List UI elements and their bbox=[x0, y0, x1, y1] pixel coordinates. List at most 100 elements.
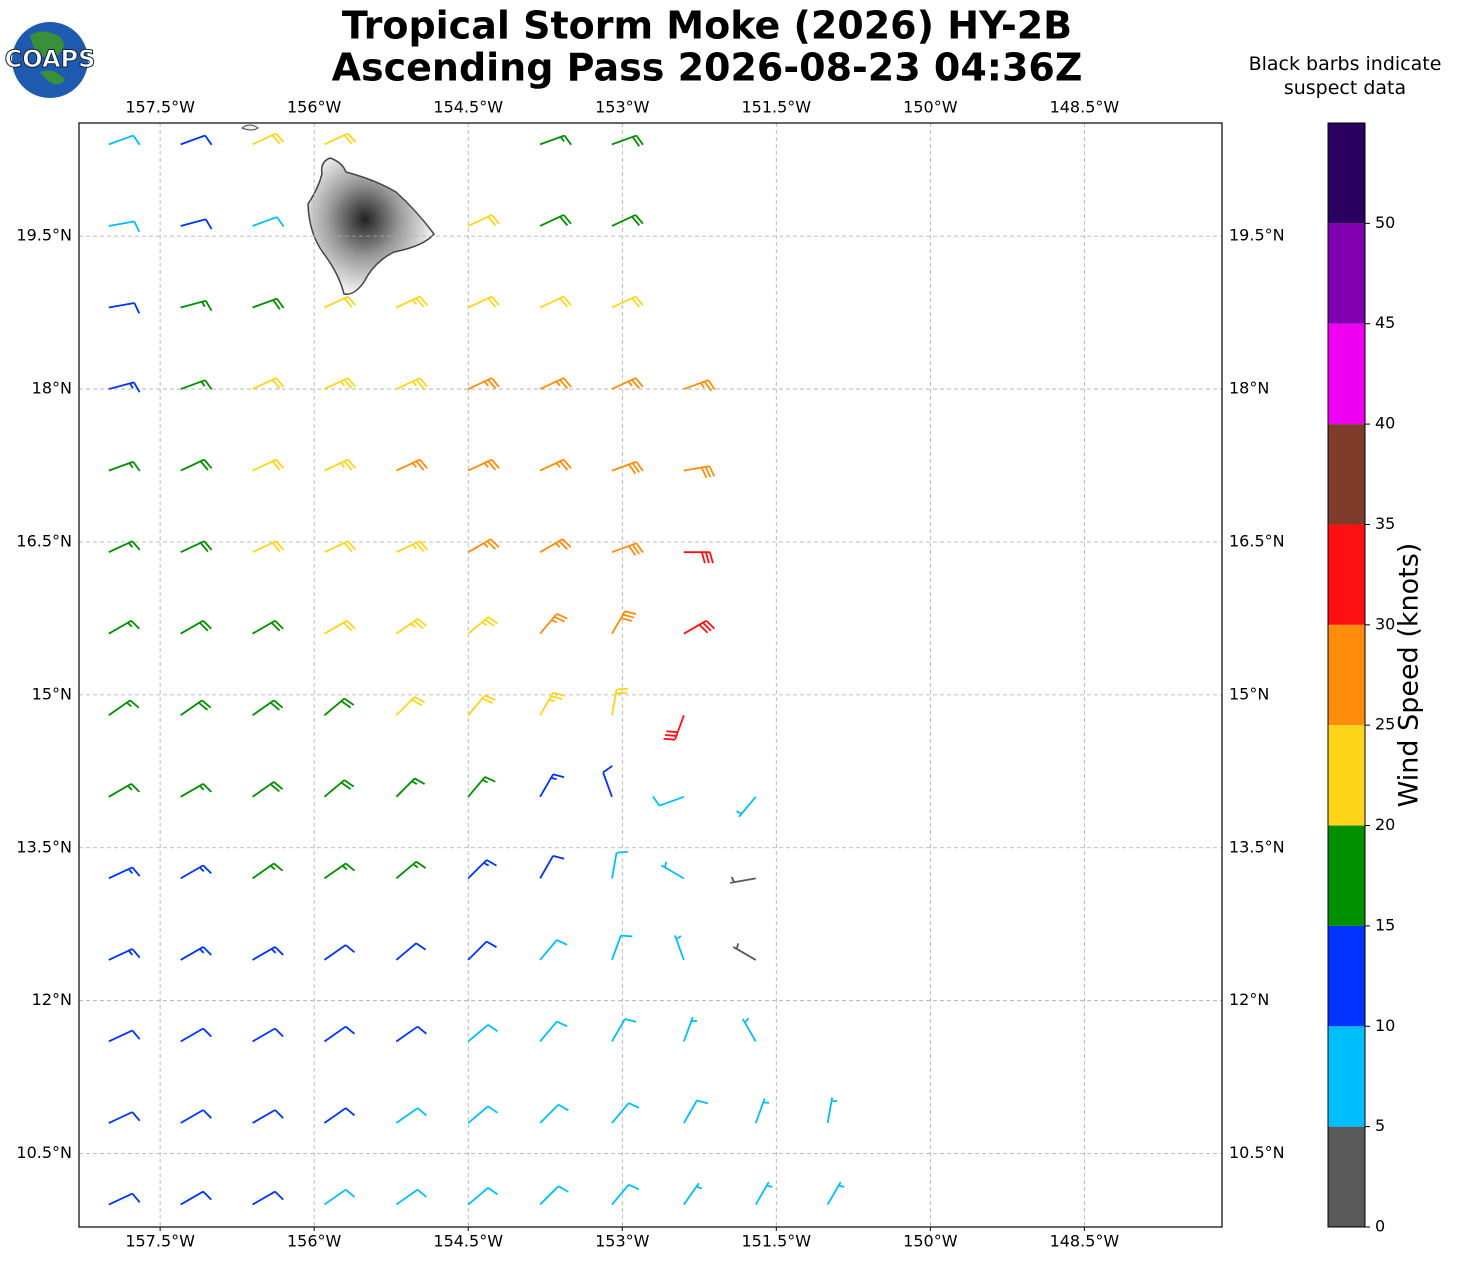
wind-barb bbox=[108, 1111, 141, 1124]
colorbar-segment bbox=[1328, 925, 1365, 1027]
colorbar-tick-label: 30 bbox=[1375, 614, 1395, 633]
wind-barb bbox=[180, 619, 212, 635]
wind-barb bbox=[683, 1182, 703, 1206]
wind-barb bbox=[467, 214, 500, 227]
wind-barb bbox=[180, 1027, 212, 1043]
y-tick-label: 10.5°N bbox=[16, 1143, 72, 1162]
wind-barb bbox=[467, 377, 500, 390]
x-tick-label: 150°W bbox=[903, 1232, 958, 1251]
wind-barb bbox=[395, 1188, 427, 1206]
wind-barb bbox=[252, 1109, 284, 1124]
wind-barb bbox=[323, 697, 355, 716]
wind-barb bbox=[180, 458, 213, 472]
wind-barb bbox=[674, 935, 685, 961]
wind-barb bbox=[754, 1098, 770, 1124]
wind-barb bbox=[395, 696, 426, 716]
wind-barb bbox=[611, 295, 644, 309]
wind-barb bbox=[611, 1183, 640, 1206]
note-box: Black barbs indicate suspect data bbox=[1249, 53, 1442, 99]
wind-barb bbox=[180, 864, 212, 880]
x-tick-label: 157.5°W bbox=[125, 1232, 195, 1251]
wind-barb bbox=[539, 691, 565, 716]
wind-barb bbox=[539, 612, 568, 635]
wind-barb bbox=[467, 1187, 499, 1206]
wind-barb bbox=[323, 944, 356, 961]
wind-barb bbox=[324, 458, 357, 472]
x-tick-label: 153°W bbox=[595, 1232, 650, 1251]
wind-barb bbox=[252, 619, 284, 635]
y-tick-label: 19.5°N bbox=[16, 226, 72, 245]
logo-text: COAPS bbox=[5, 45, 96, 73]
wind-barb bbox=[467, 538, 500, 553]
wind-barb bbox=[395, 1025, 427, 1043]
wind-barb bbox=[108, 134, 141, 146]
wind-barb bbox=[467, 694, 496, 716]
colorbar-segment bbox=[1328, 524, 1365, 625]
y-tick-label: 10.5°N bbox=[1229, 1143, 1285, 1162]
wind-barb bbox=[252, 540, 285, 553]
wind-barb bbox=[395, 295, 428, 309]
x-tick-label: 154.5°W bbox=[433, 1232, 503, 1251]
x-tick-label: 151.5°W bbox=[741, 98, 811, 117]
x-tick-label: 157.5°W bbox=[125, 98, 195, 117]
y-tick-label: 13.5°N bbox=[1229, 837, 1285, 856]
wind-barb bbox=[180, 1109, 212, 1124]
wind-barb bbox=[108, 460, 141, 472]
wind-barb bbox=[395, 777, 426, 798]
wind-barb bbox=[252, 216, 285, 227]
wind-barb bbox=[395, 942, 427, 961]
wind-barb bbox=[180, 1190, 212, 1206]
wind-barb bbox=[252, 132, 285, 146]
wind-barb bbox=[754, 1181, 773, 1206]
wind-barb bbox=[826, 1181, 845, 1206]
colorbar-segment bbox=[1328, 323, 1365, 425]
wind-barb bbox=[611, 214, 644, 227]
wind-barb bbox=[730, 876, 756, 884]
y-tick-label: 13.5°N bbox=[16, 837, 72, 856]
wind-barb bbox=[108, 1192, 141, 1206]
logo-land bbox=[30, 31, 65, 85]
x-tick-label: 148.5°W bbox=[1050, 98, 1120, 117]
wind-barb bbox=[539, 1185, 569, 1206]
wind-barb bbox=[736, 796, 757, 818]
island bbox=[240, 124, 259, 131]
wind-barb bbox=[252, 946, 284, 961]
wind-barb bbox=[395, 1107, 427, 1124]
wind-barb bbox=[180, 699, 212, 717]
wind-barb bbox=[683, 1016, 698, 1042]
wind-barb bbox=[323, 1025, 356, 1043]
wind-barb bbox=[467, 776, 496, 798]
wind-barb bbox=[108, 381, 141, 393]
wind-barb bbox=[180, 379, 213, 390]
wind-barb bbox=[252, 1027, 284, 1043]
colorbar-tick-label: 20 bbox=[1375, 815, 1395, 834]
wind-barb bbox=[323, 779, 355, 798]
wind-barb bbox=[467, 940, 497, 961]
wind-barb bbox=[826, 1097, 838, 1124]
logo-globe bbox=[12, 22, 88, 98]
wind-barb bbox=[108, 866, 141, 880]
wind-barb bbox=[180, 218, 213, 230]
x-tick-label: 150°W bbox=[903, 98, 958, 117]
wind-barb bbox=[539, 295, 572, 309]
wind-barb bbox=[611, 1102, 640, 1124]
colorbar-segment bbox=[1328, 1026, 1365, 1127]
wind-barb bbox=[108, 948, 141, 961]
wind-barb bbox=[683, 379, 716, 392]
wind-barb bbox=[108, 699, 140, 717]
wind-barb bbox=[539, 939, 568, 961]
wind-barb bbox=[324, 540, 357, 553]
wind-barb bbox=[252, 458, 285, 472]
wind-barb bbox=[467, 458, 500, 472]
x-tick-label: 153°W bbox=[595, 98, 650, 117]
wind-barb bbox=[252, 297, 285, 310]
wind-barb bbox=[732, 943, 757, 961]
y-tick-label: 16.5°N bbox=[1229, 531, 1285, 550]
wind-barb bbox=[395, 540, 428, 553]
x-tick-label: 151.5°W bbox=[741, 1232, 811, 1251]
wind-barb bbox=[180, 783, 212, 798]
y-tick-label: 18°N bbox=[1229, 379, 1269, 398]
colorbar-border bbox=[1327, 122, 1366, 1228]
wind-barb bbox=[324, 132, 357, 146]
